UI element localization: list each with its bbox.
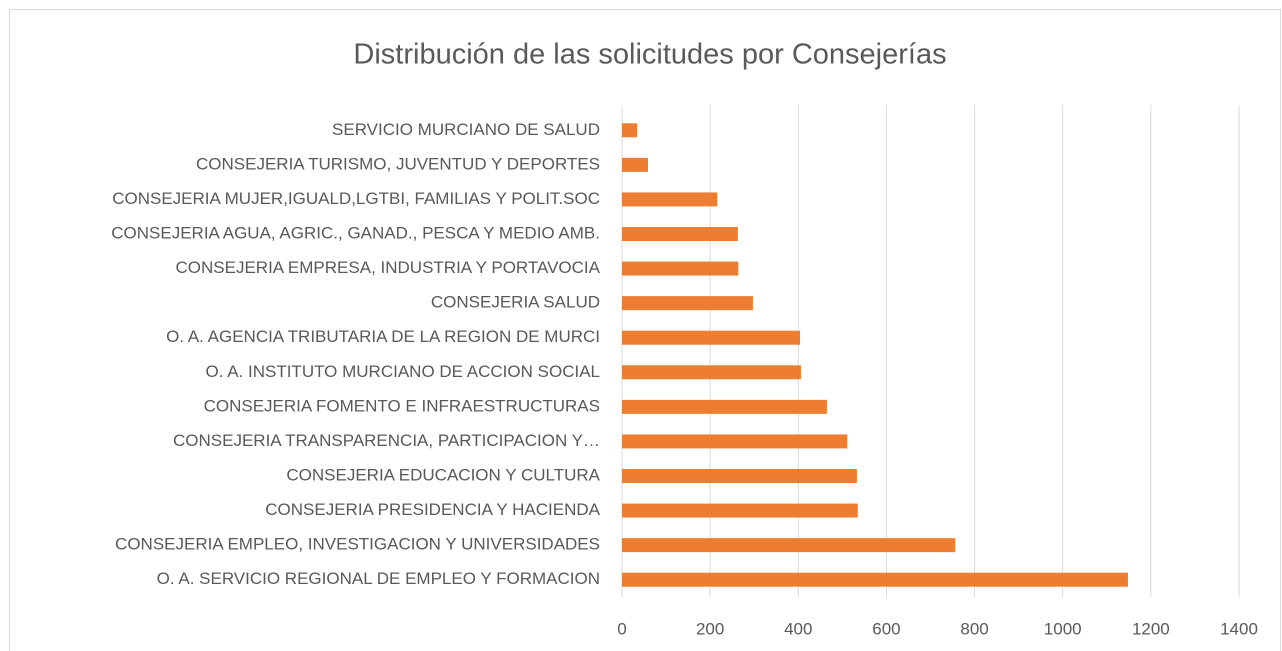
y-tick-label: CONSEJERIA SALUD — [431, 293, 600, 312]
x-tick-label: 400 — [784, 619, 812, 638]
y-tick-label: CONSEJERIA EDUCACION Y CULTURA — [286, 465, 600, 484]
x-tick-label: 1200 — [1132, 619, 1170, 638]
y-tick-label: O. A. SERVICIO REGIONAL DE EMPLEO Y FORM… — [157, 569, 600, 588]
x-tick-label: 0 — [617, 619, 626, 638]
y-tick-label: CONSEJERIA EMPLEO, INVESTIGACION Y UNIVE… — [115, 535, 600, 554]
bar — [622, 296, 753, 311]
bar — [622, 227, 738, 241]
y-tick-label: O. A. INSTITUTO MURCIANO DE ACCION SOCIA… — [205, 362, 600, 381]
y-tick-label: CONSEJERIA MUJER,IGUALD,LGTBI, FAMILIAS … — [112, 189, 600, 208]
y-tick-label: CONSEJERIA EMPRESA, INDUSTRIA Y PORTAVOC… — [176, 258, 601, 277]
bar — [622, 192, 718, 207]
bar — [622, 365, 801, 380]
x-tick-label: 1000 — [1044, 619, 1082, 638]
y-tick-label: CONSEJERIA AGUA, AGRIC., GANAD., PESCA Y… — [111, 223, 600, 242]
x-tick-label: 800 — [960, 619, 988, 638]
bar — [622, 469, 857, 483]
bar — [622, 330, 801, 345]
y-tick-label: CONSEJERIA PRESIDENCIA Y HACIENDA — [265, 500, 600, 519]
x-tick-label: 1400 — [1220, 619, 1258, 638]
bar — [622, 399, 827, 414]
bar — [622, 538, 956, 553]
bar — [622, 503, 858, 518]
bar — [622, 434, 848, 449]
x-tick-label: 200 — [696, 619, 724, 638]
y-tick-label: CONSEJERIA FOMENTO E INFRAESTRUCTURAS — [204, 396, 600, 415]
bar — [622, 572, 1128, 587]
x-tick-label: 600 — [872, 619, 900, 638]
bar — [622, 157, 649, 172]
y-tick-label: CONSEJERIA TRANSPARENCIA, PARTICIPACION … — [173, 431, 600, 450]
bar — [622, 261, 739, 276]
y-tick-label: O. A. AGENCIA TRIBUTARIA DE LA REGION DE… — [166, 327, 600, 346]
y-tick-label: SERVICIO MURCIANO DE SALUD — [332, 120, 600, 139]
y-tick-label: CONSEJERIA TURISMO, JUVENTUD Y DEPORTES — [196, 154, 600, 173]
bar — [622, 123, 637, 138]
chart-title: Distribución de las solicitudes por Cons… — [353, 39, 946, 71]
